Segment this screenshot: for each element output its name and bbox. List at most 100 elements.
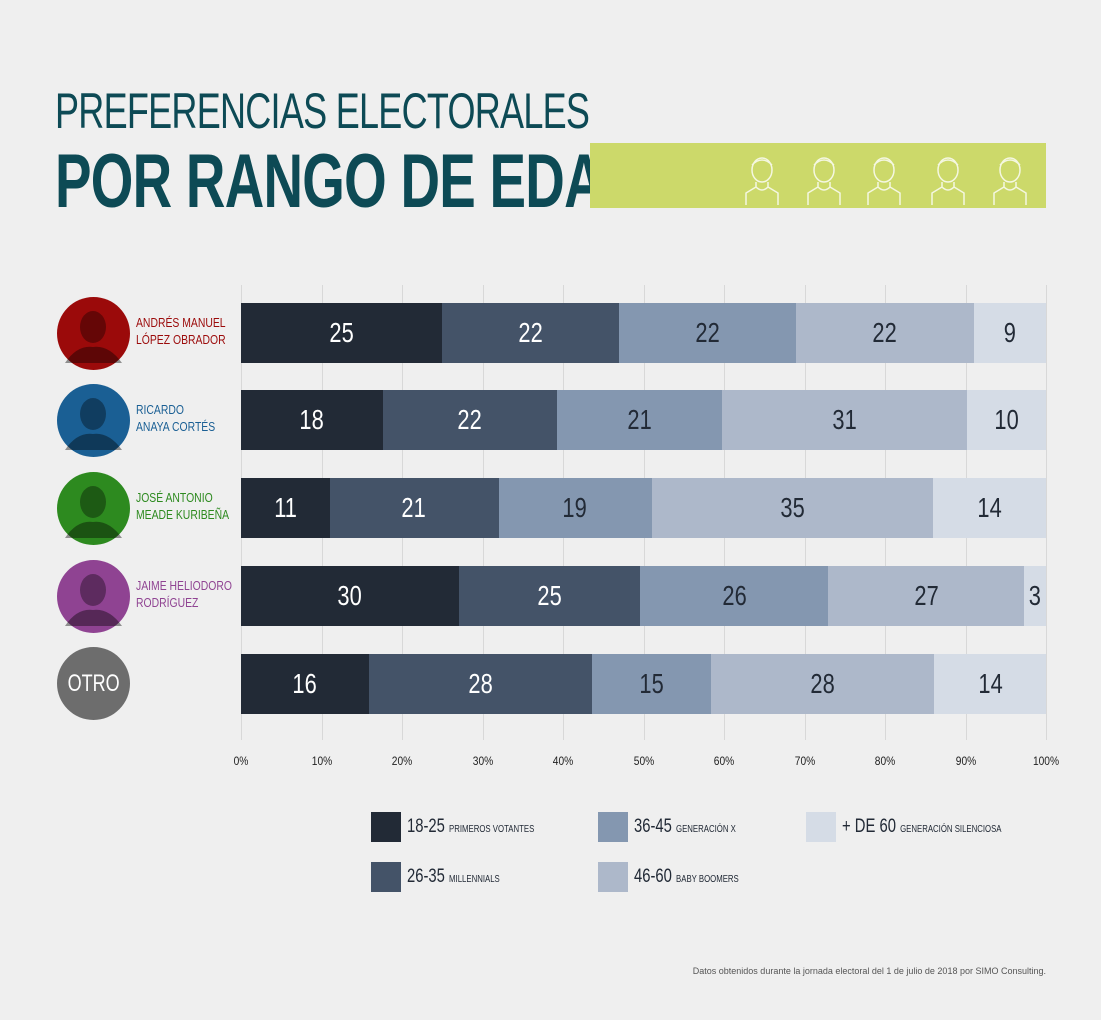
bar-row: 30 25 26 27 3 bbox=[241, 566, 1046, 626]
legend-desc: GENERACIÓN X bbox=[676, 824, 736, 835]
legend-swatch bbox=[371, 812, 401, 842]
data-label: 3 bbox=[1028, 580, 1042, 611]
bar-segment: 9 bbox=[973, 303, 1046, 363]
data-label: 11 bbox=[273, 492, 297, 523]
bar-segment: 25 bbox=[241, 303, 443, 363]
data-label: 27 bbox=[914, 580, 939, 611]
legend-item: + DE 60 GENERACIÓN SILENCIOSA bbox=[806, 812, 1047, 842]
bar-segment: 3 bbox=[1024, 566, 1046, 626]
x-tick-label: 0% bbox=[233, 754, 249, 768]
legend-range: 46-60 bbox=[634, 866, 672, 887]
x-tick-label: 100% bbox=[1032, 754, 1060, 768]
bar-segment: 16 bbox=[241, 654, 369, 714]
candidate-avatar bbox=[57, 560, 130, 633]
data-label: 28 bbox=[810, 668, 835, 699]
candidate-name-line2: RODRÍGUEZ bbox=[136, 595, 199, 610]
bar-segment: 31 bbox=[722, 390, 968, 450]
data-label: 22 bbox=[518, 317, 543, 348]
x-tick-label: 20% bbox=[391, 754, 413, 768]
x-tick-label: 10% bbox=[311, 754, 332, 768]
bar-segment: 10 bbox=[967, 390, 1046, 450]
data-label: 35 bbox=[780, 492, 805, 523]
bar-segment: 22 bbox=[619, 303, 797, 363]
data-label: 22 bbox=[695, 317, 721, 348]
data-label: 16 bbox=[292, 668, 317, 699]
bar-segment: 14 bbox=[933, 478, 1046, 538]
bar-segment: 28 bbox=[368, 654, 592, 714]
data-label: 28 bbox=[467, 668, 493, 699]
candidate-avatar bbox=[57, 384, 130, 457]
bar-segment: 21 bbox=[556, 390, 723, 450]
bar-row: 11 21 19 35 14 bbox=[241, 478, 1046, 538]
data-label: 22 bbox=[872, 317, 898, 348]
candidate-avatar bbox=[57, 472, 130, 545]
legend-item: 36-45 GENERACIÓN X bbox=[598, 812, 765, 842]
x-tick-label: 30% bbox=[472, 754, 493, 768]
legend-item: 18-25 PRIMEROS VOTANTES bbox=[371, 812, 570, 842]
bar-segment: 28 bbox=[711, 654, 935, 714]
legend-item: 46-60 BABY BOOMERS bbox=[598, 862, 768, 892]
bar-segment: 21 bbox=[329, 478, 499, 538]
data-label: 10 bbox=[994, 404, 1019, 435]
data-label: 14 bbox=[978, 668, 1003, 699]
candidate-name: RICARDO ANAYA CORTÉS bbox=[136, 401, 215, 435]
legend-range: 26-35 bbox=[407, 866, 445, 887]
bar-segment: 26 bbox=[639, 566, 829, 626]
legend-desc: GENERACIÓN SILENCIOSA bbox=[900, 824, 1002, 835]
legend-range: 36-45 bbox=[634, 816, 672, 837]
candidate-name: JAIME HELIODORO RODRÍGUEZ bbox=[136, 577, 232, 611]
bar-segment: 19 bbox=[498, 478, 652, 538]
legend-swatch bbox=[598, 862, 628, 892]
person-photo-icon bbox=[65, 486, 122, 538]
candidate-name: JOSÉ ANTONIO MEADE KURIBEÑA bbox=[136, 489, 229, 523]
legend-swatch bbox=[598, 812, 628, 842]
data-label: 26 bbox=[721, 580, 747, 611]
data-label: 18 bbox=[299, 404, 325, 435]
candidate-name-line2: ANAYA CORTÉS bbox=[136, 419, 216, 434]
title-line-2: POR RANGO DE EDAD bbox=[55, 139, 642, 224]
person-icon bbox=[926, 153, 970, 205]
title-line-1: PREFERENCIAS ELECTORALES bbox=[55, 83, 590, 139]
legend-range: + DE 60 bbox=[842, 816, 896, 837]
person-photo-icon bbox=[65, 311, 122, 363]
data-label: 15 bbox=[639, 668, 664, 699]
candidate-avatar bbox=[57, 297, 130, 370]
x-tick-label: 60% bbox=[713, 754, 735, 768]
bar-row: 25 22 22 22 9 bbox=[241, 303, 1046, 363]
bar-segment: 14 bbox=[934, 654, 1046, 714]
candidate-name-line1: JAIME HELIODORO bbox=[136, 578, 232, 593]
person-icon bbox=[740, 153, 784, 205]
legend-swatch bbox=[371, 862, 401, 892]
bar-segment: 25 bbox=[458, 566, 640, 626]
x-tick-label: 80% bbox=[874, 754, 896, 768]
legend-desc: PRIMEROS VOTANTES bbox=[449, 824, 535, 835]
bar-segment: 18 bbox=[241, 390, 384, 450]
bar-segment: 22 bbox=[442, 303, 620, 363]
x-tick-label: 90% bbox=[955, 754, 976, 768]
x-tick-label: 50% bbox=[633, 754, 654, 768]
data-label: 19 bbox=[562, 492, 588, 523]
person-icon bbox=[988, 153, 1032, 205]
legend-desc: BABY BOOMERS bbox=[676, 874, 739, 885]
gridline bbox=[1046, 285, 1047, 740]
data-label: 14 bbox=[977, 492, 1002, 523]
person-photo-icon bbox=[65, 574, 122, 626]
legend-item: 26-35 MILLENNIALS bbox=[371, 862, 526, 892]
bar-segment: 11 bbox=[241, 478, 330, 538]
bar-segment: 22 bbox=[383, 390, 557, 450]
avatar-otro: OTRO bbox=[57, 647, 130, 720]
bar-segment: 35 bbox=[651, 478, 934, 538]
bar-segment: 22 bbox=[796, 303, 974, 363]
bar-segment: 30 bbox=[241, 566, 459, 626]
person-icon bbox=[802, 153, 846, 205]
legend-range: 18-25 bbox=[407, 816, 445, 837]
candidate-name: ANDRÉS MANUEL LÓPEZ OBRADOR bbox=[136, 314, 226, 348]
data-label: 21 bbox=[627, 404, 652, 435]
candidate-name-line1: JOSÉ ANTONIO bbox=[136, 490, 213, 505]
data-label: 21 bbox=[401, 492, 427, 523]
data-label: 9 bbox=[1003, 317, 1016, 348]
x-tick-label: 40% bbox=[552, 754, 574, 768]
legend-desc: MILLENNIALS bbox=[449, 874, 500, 885]
data-label: 22 bbox=[457, 404, 483, 435]
data-label: 25 bbox=[329, 317, 354, 348]
